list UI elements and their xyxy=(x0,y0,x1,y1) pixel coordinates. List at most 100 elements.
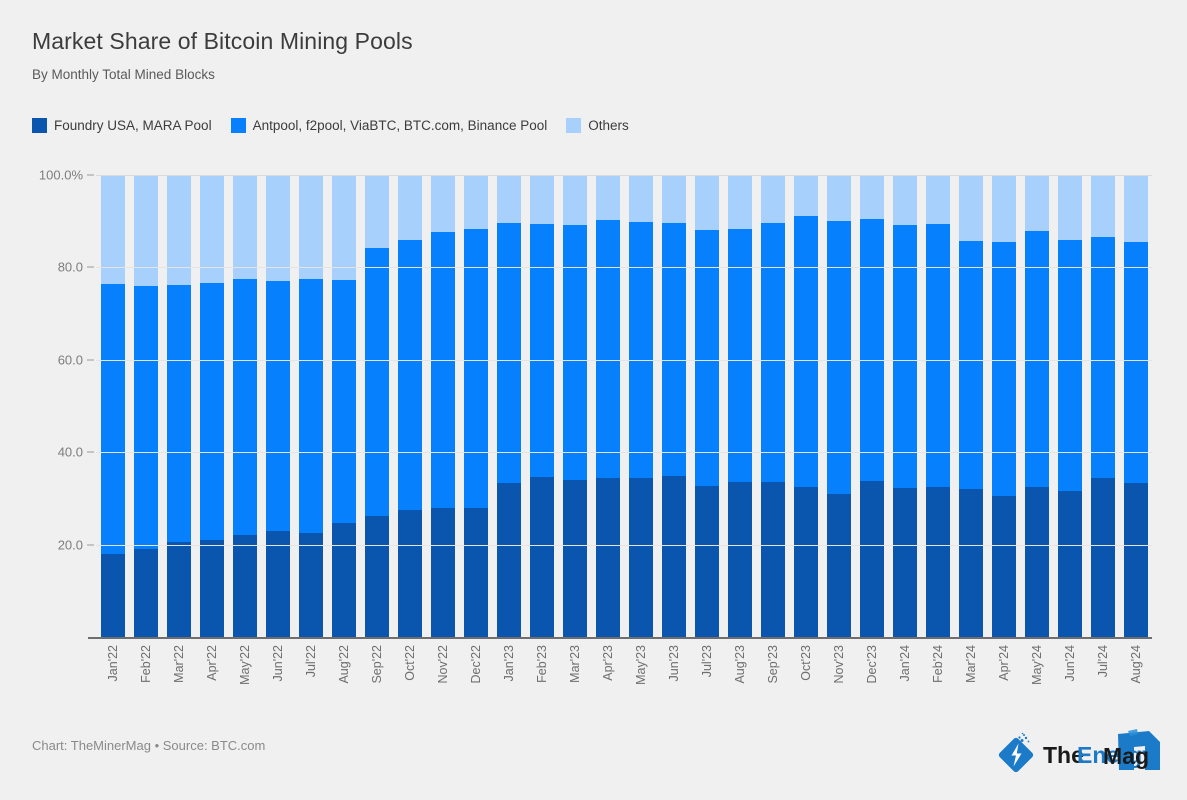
bar-column[interactable] xyxy=(261,175,294,637)
bar-segment[interactable] xyxy=(793,486,818,637)
bar-segment[interactable] xyxy=(793,175,818,217)
bar-segment[interactable] xyxy=(1090,175,1115,238)
bar-segment[interactable] xyxy=(727,481,752,637)
bar-segment[interactable] xyxy=(463,508,488,637)
bar-segment[interactable] xyxy=(397,175,422,241)
bar-segment[interactable] xyxy=(529,224,554,477)
bar-segment[interactable] xyxy=(562,479,587,637)
bar-column[interactable] xyxy=(591,175,624,637)
bar-segment[interactable] xyxy=(166,175,191,286)
bar-segment[interactable] xyxy=(100,554,125,637)
bar-segment[interactable] xyxy=(298,533,323,637)
bar-segment[interactable] xyxy=(199,175,224,283)
bar-segment[interactable] xyxy=(859,218,884,481)
bar-segment[interactable] xyxy=(364,515,389,637)
bar-segment[interactable] xyxy=(100,284,125,555)
bar-segment[interactable] xyxy=(166,285,191,542)
bar-column[interactable] xyxy=(195,175,228,637)
bar-column[interactable] xyxy=(525,175,558,637)
bar-segment[interactable] xyxy=(694,175,719,230)
bar-column[interactable] xyxy=(624,175,657,637)
bar-segment[interactable] xyxy=(628,221,653,478)
bar-segment[interactable] xyxy=(562,224,587,480)
bar-column[interactable] xyxy=(987,175,1020,637)
bar-column[interactable] xyxy=(393,175,426,637)
bar-segment[interactable] xyxy=(562,175,587,225)
bar-segment[interactable] xyxy=(232,535,257,637)
bar-segment[interactable] xyxy=(265,531,290,637)
bar-segment[interactable] xyxy=(265,281,290,532)
bar-segment[interactable] xyxy=(595,220,620,478)
bar-segment[interactable] xyxy=(133,175,158,286)
bar-segment[interactable] xyxy=(727,229,752,482)
bar-column[interactable] xyxy=(723,175,756,637)
bar-segment[interactable] xyxy=(991,242,1016,497)
bar-segment[interactable] xyxy=(331,280,356,524)
bar-segment[interactable] xyxy=(364,175,389,248)
bar-segment[interactable] xyxy=(1024,487,1049,637)
bar-column[interactable] xyxy=(327,175,360,637)
bar-segment[interactable] xyxy=(892,175,917,225)
bar-segment[interactable] xyxy=(199,540,224,637)
bar-segment[interactable] xyxy=(859,480,884,637)
bar-segment[interactable] xyxy=(496,175,521,224)
bar-segment[interactable] xyxy=(727,175,752,230)
bar-segment[interactable] xyxy=(397,240,422,510)
bar-segment[interactable] xyxy=(958,488,983,637)
bar-segment[interactable] xyxy=(1090,478,1115,637)
bar-segment[interactable] xyxy=(166,541,191,637)
bar-segment[interactable] xyxy=(463,229,488,509)
bar-segment[interactable] xyxy=(1057,490,1082,637)
bar-column[interactable] xyxy=(855,175,888,637)
bar-segment[interactable] xyxy=(430,507,455,637)
bar-segment[interactable] xyxy=(826,221,851,494)
bar-column[interactable] xyxy=(228,175,261,637)
bar-segment[interactable] xyxy=(925,175,950,224)
bar-segment[interactable] xyxy=(859,175,884,219)
bar-column[interactable] xyxy=(822,175,855,637)
bar-segment[interactable] xyxy=(760,481,785,637)
bar-segment[interactable] xyxy=(430,232,455,508)
bar-segment[interactable] xyxy=(331,175,356,281)
bar-column[interactable] xyxy=(1020,175,1053,637)
bar-segment[interactable] xyxy=(991,175,1016,243)
bar-segment[interactable] xyxy=(925,223,950,487)
bar-segment[interactable] xyxy=(496,483,521,637)
bar-segment[interactable] xyxy=(1057,239,1082,491)
legend-item-1[interactable]: Antpool, f2pool, ViaBTC, BTC.com, Binanc… xyxy=(230,118,547,133)
bar-segment[interactable] xyxy=(298,278,323,534)
bar-segment[interactable] xyxy=(760,223,785,482)
bar-segment[interactable] xyxy=(1057,175,1082,240)
bar-segment[interactable] xyxy=(1024,175,1049,232)
bar-segment[interactable] xyxy=(1123,175,1148,242)
bar-column[interactable] xyxy=(294,175,327,637)
legend-item-2[interactable]: Others xyxy=(566,118,629,133)
bar-segment[interactable] xyxy=(133,548,158,637)
bar-column[interactable] xyxy=(129,175,162,637)
bar-segment[interactable] xyxy=(892,488,917,637)
bar-column[interactable] xyxy=(558,175,591,637)
bar-segment[interactable] xyxy=(331,523,356,637)
bar-segment[interactable] xyxy=(661,175,686,223)
bar-segment[interactable] xyxy=(958,175,983,241)
bar-segment[interactable] xyxy=(496,223,521,484)
bar-column[interactable] xyxy=(954,175,987,637)
bar-segment[interactable] xyxy=(1123,241,1148,483)
bar-segment[interactable] xyxy=(463,175,488,230)
bar-segment[interactable] xyxy=(1090,237,1115,479)
bar-column[interactable] xyxy=(96,175,129,637)
legend-item-0[interactable]: Foundry USA, MARA Pool xyxy=(32,118,212,133)
bar-column[interactable] xyxy=(657,175,690,637)
bar-segment[interactable] xyxy=(397,509,422,637)
bar-segment[interactable] xyxy=(925,486,950,637)
bar-segment[interactable] xyxy=(826,175,851,222)
bar-column[interactable] xyxy=(756,175,789,637)
bar-segment[interactable] xyxy=(661,222,686,476)
bar-segment[interactable] xyxy=(628,477,653,637)
bar-column[interactable] xyxy=(690,175,723,637)
bar-column[interactable] xyxy=(921,175,954,637)
bar-segment[interactable] xyxy=(133,285,158,549)
bar-column[interactable] xyxy=(492,175,525,637)
bar-segment[interactable] xyxy=(694,230,719,486)
bar-segment[interactable] xyxy=(1123,482,1148,637)
